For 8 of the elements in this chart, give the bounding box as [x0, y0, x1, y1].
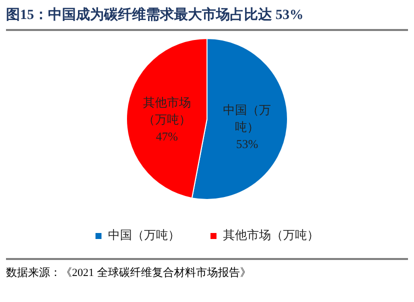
legend-label: 中国（万吨）	[108, 228, 180, 242]
legend-label: 其他市场（万吨）	[223, 228, 319, 242]
chart-title: 图15：中国成为碳纤维需求最大市场占比达 53%	[6, 6, 408, 31]
data-label: 47%	[156, 129, 178, 144]
source-note: 数据来源：《2021 全球碳纤维复合材料市场报告》	[6, 258, 408, 280]
slice-label: 中国（万吨）	[223, 102, 272, 134]
data-label: 53%	[236, 136, 258, 151]
slice-label: 其他市场（万吨）	[142, 95, 191, 126]
